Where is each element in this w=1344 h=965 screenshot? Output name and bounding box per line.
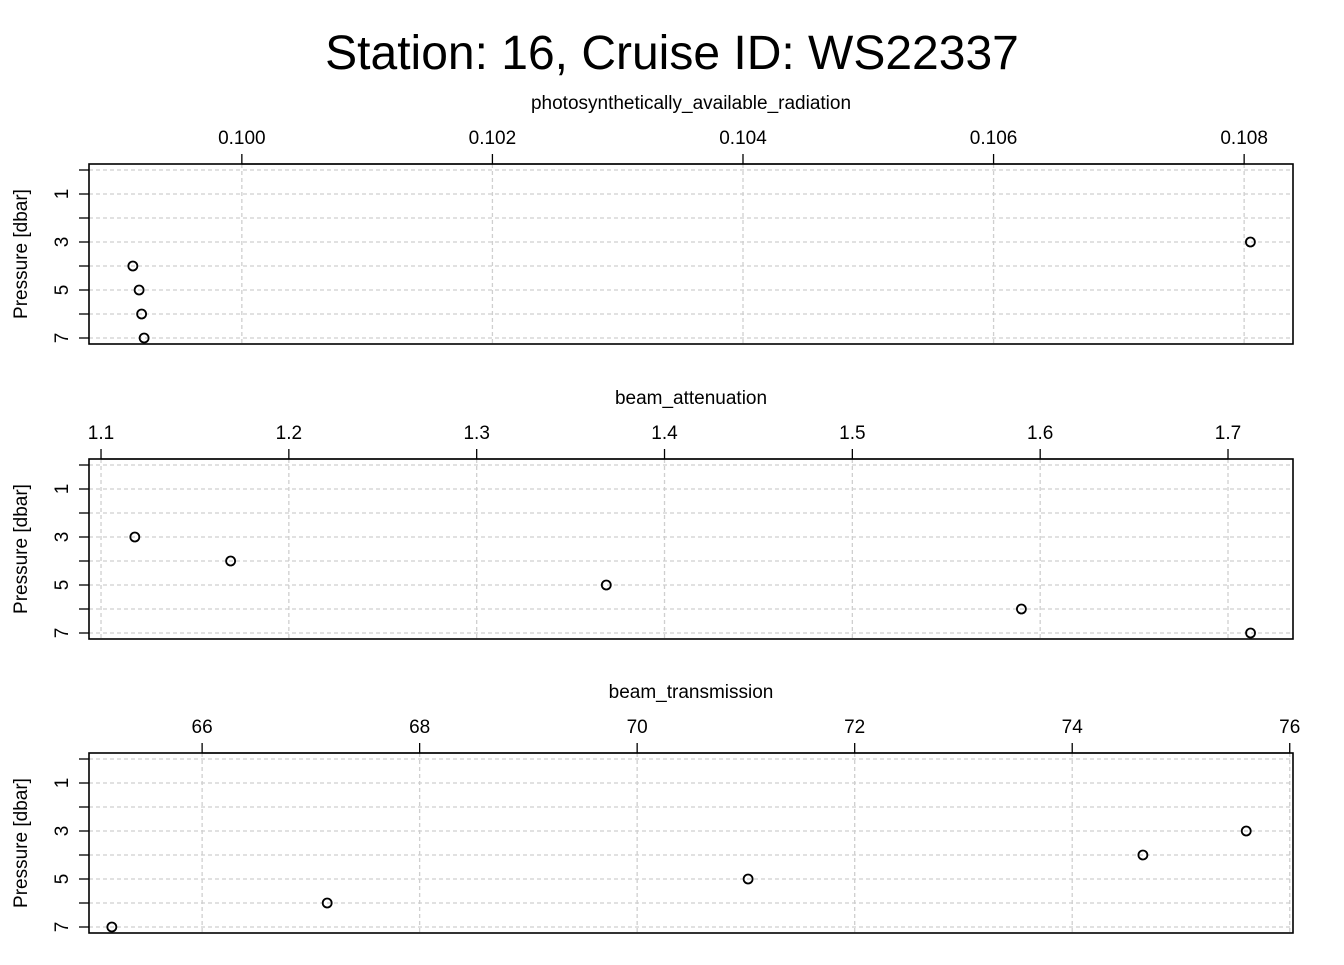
y-tick-label: 3 [52,532,73,543]
data-point [136,308,148,320]
plot-frame [88,458,1294,640]
x-tick-label: 1.6 [1027,423,1053,444]
x-tick-label: 1.1 [88,423,114,444]
x-axis-label: beam_attenuation [615,388,767,409]
data-point [1015,603,1027,615]
data-point [600,579,612,591]
data-point [127,260,139,272]
x-tick-label: 0.106 [970,128,1018,149]
x-tick-label: 0.100 [218,128,266,149]
y-tick-label: 3 [52,826,73,837]
y-tick-label: 1 [52,484,73,495]
y-tick-label: 7 [52,922,73,933]
x-tick-label: 1.2 [276,423,302,444]
y-tick-label: 1 [52,778,73,789]
plot-frame [88,752,1294,934]
x-axis-label: beam_transmission [609,682,774,703]
y-tick-label: 1 [52,189,73,200]
y-tick-label: 7 [52,628,73,639]
plot-frame [88,163,1294,345]
y-tick-label: 5 [52,285,73,296]
panel-3: 66 68 70 72 74 76 1 3 5 7 beam_transmission Pressur… [11,682,1300,934]
data-point [138,332,150,344]
x-tick-label: 1.3 [463,423,489,444]
data-point [1240,825,1252,837]
data-point [129,531,141,543]
x-tick-label: 0.104 [719,128,767,149]
data-point [1245,627,1256,639]
x-tick-label: 76 [1279,717,1300,738]
panel-1: 0.100 0.102 0.104 0.106 0.108 1 3 5 7 photosynthe… [11,93,1294,345]
x-axis-label: photosynthetically_available_radiation [531,93,851,114]
y-tick-label: 7 [52,333,73,344]
y-tick-label: 5 [52,580,73,591]
chart-title: Station: 16, Cruise ID: WS22337 [325,27,1019,80]
x-tick-label: 72 [844,717,865,738]
y-tick-label: 5 [52,874,73,885]
data-point [133,284,145,296]
x-tick-label: 1.7 [1215,423,1241,444]
x-tick-label: 66 [192,717,213,738]
data-point [225,555,237,567]
data-point [106,921,118,933]
data-point [1245,236,1256,248]
x-tick-label: 68 [409,717,430,738]
y-tick-label: 3 [52,237,73,248]
data-point [1137,849,1149,861]
y-axis-label: Pressure [dbar] [11,778,32,908]
panel-2: 1.1 1.2 1.3 1.4 1.5 1.6 1.7 1 3 5 7 beam_attenuatio… [11,388,1294,640]
data-point [321,897,333,909]
x-tick-label: 1.5 [839,423,865,444]
x-tick-label: 1.4 [651,423,678,444]
x-tick-label: 70 [627,717,648,738]
y-axis-label: Pressure [dbar] [11,484,32,614]
x-tick-label: 0.102 [469,128,517,149]
x-tick-label: 0.108 [1220,128,1268,149]
y-axis-label: Pressure [dbar] [11,189,32,319]
x-tick-label: 74 [1062,717,1084,738]
data-point [742,873,754,885]
